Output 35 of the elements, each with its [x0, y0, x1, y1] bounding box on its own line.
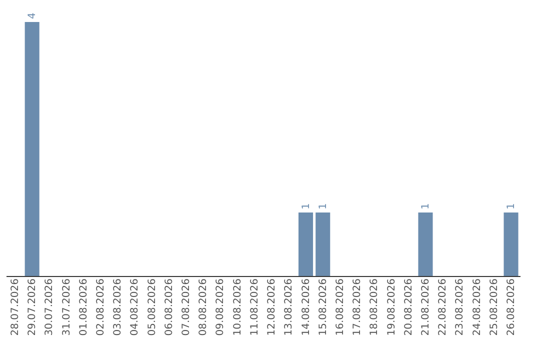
data-label: 1	[318, 203, 329, 210]
x-tick-label: 18.08.2026	[369, 278, 380, 336]
x-tick-label: 09.08.2026	[215, 278, 226, 336]
x-tick-label: 12.08.2026	[266, 278, 278, 336]
x-tick-label: 01.08.2026	[78, 278, 90, 336]
x-tick-label: 31.07.2026	[61, 278, 72, 336]
x-tick-label: 24.08.2026	[472, 278, 483, 336]
data-label: 1	[506, 203, 518, 210]
x-tick-label: 06.08.2026	[164, 278, 175, 336]
x-tick-label: 08.08.2026	[198, 278, 210, 336]
x-tick-label: 10.08.2026	[232, 278, 244, 336]
x-tick-label: 03.08.2026	[112, 278, 124, 336]
x-tick-label: 28.07.2026	[10, 278, 21, 336]
x-tick-label: 30.07.2026	[44, 278, 56, 336]
data-label: 1	[300, 203, 312, 210]
x-tick-label: 26.08.2026	[506, 278, 518, 336]
x-tick-label: 16.08.2026	[334, 278, 346, 336]
x-tick-label: 25.08.2026	[488, 278, 500, 336]
x-tick-label: 07.08.2026	[181, 278, 192, 336]
x-tick-label: 22.08.2026	[438, 278, 449, 336]
data-label: 4	[27, 12, 38, 19]
x-tick-label: 17.08.2026	[352, 278, 364, 336]
x-tick-label: 19.08.2026	[386, 278, 398, 336]
x-tick-label: 05.08.2026	[146, 278, 158, 336]
x-tick-label: 23.08.2026	[454, 278, 466, 336]
x-tick-label: 15.08.2026	[318, 278, 329, 336]
x-tick-label: 20.08.2026	[403, 278, 414, 336]
x-tick-label: 04.08.2026	[130, 278, 141, 336]
x-tick-label: 14.08.2026	[300, 278, 312, 336]
x-tick-label: 02.08.2026	[96, 278, 107, 336]
x-tick-label: 13.08.2026	[284, 278, 295, 336]
x-tick-label: 21.08.2026	[420, 278, 432, 336]
data-label: 1	[420, 203, 432, 210]
x-tick-label: 29.07.2026	[27, 278, 38, 336]
x-tick-label: 11.08.2026	[249, 278, 260, 336]
